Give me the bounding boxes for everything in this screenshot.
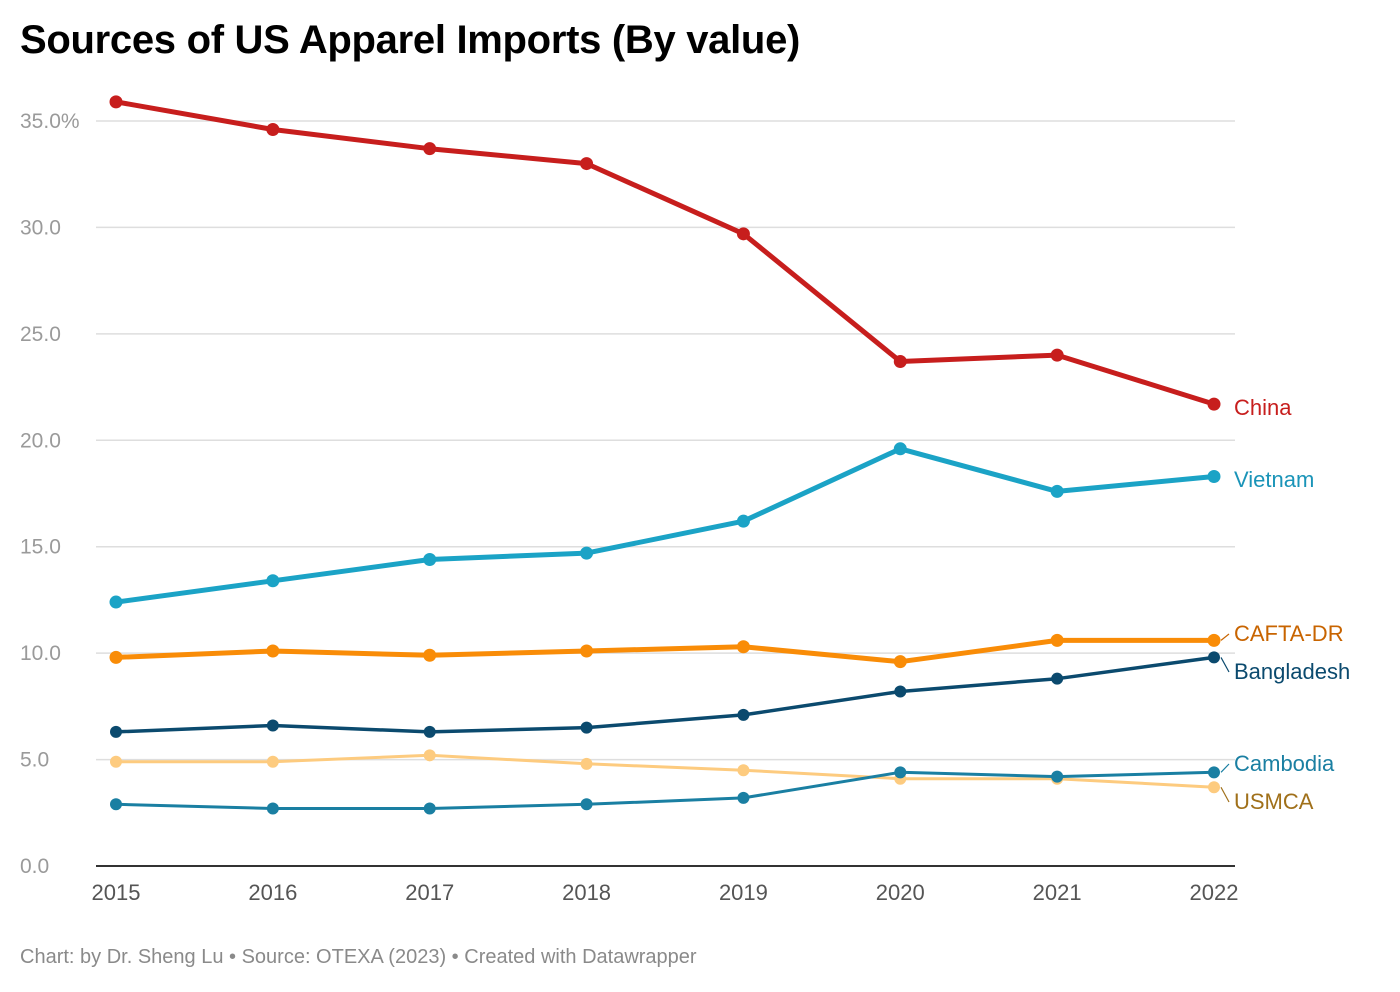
point-cafta-dr-2021 — [1050, 633, 1064, 647]
y-tick-label-6: 30.0 — [20, 216, 61, 239]
point-china-2022 — [1207, 397, 1221, 411]
point-china-2018 — [580, 157, 594, 171]
point-vietnam-2020 — [893, 442, 907, 456]
x-tick-label-2015: 2015 — [92, 880, 141, 905]
series-cafta-dr — [109, 633, 1221, 669]
point-cambodia-2022 — [1208, 766, 1220, 779]
leader-cambodia — [1220, 763, 1230, 773]
x-tick-label-2019: 2019 — [719, 880, 768, 905]
point-china-2020 — [893, 355, 907, 369]
line-cafta-dr — [113, 637, 1217, 665]
x-tick-label-2017: 2017 — [405, 880, 454, 905]
point-usmca-2017 — [423, 749, 436, 762]
series-end-labels: China Vietnam CAFTA-DR Bangladesh USMCA Cambo… — [1220, 395, 1350, 814]
point-vietnam-2022 — [1207, 469, 1221, 483]
point-usmca-2015 — [110, 755, 122, 768]
point-vietnam-2015 — [109, 595, 123, 609]
point-china-2016 — [266, 123, 280, 137]
point-cambodia-2021 — [1051, 770, 1064, 783]
point-cafta-dr-2018 — [580, 644, 594, 658]
chart-title: Sources of US Apparel Imports (By value) — [20, 18, 801, 62]
point-china-2019 — [736, 227, 750, 241]
point-cafta-dr-2016 — [266, 644, 280, 658]
x-tick-label-2016: 2016 — [248, 880, 297, 905]
point-bangladesh-2015 — [110, 725, 122, 738]
y-tick-label-0: 0.0 — [20, 855, 49, 878]
line-usmca — [114, 753, 1216, 789]
line-cambodia — [114, 770, 1216, 810]
point-cambodia-2020 — [894, 766, 907, 779]
point-cambodia-2016 — [266, 802, 279, 815]
series-lines — [109, 95, 1221, 815]
point-cambodia-2015 — [110, 798, 122, 811]
point-cambodia-2017 — [423, 802, 436, 815]
y-tick-label-7: 35.0% — [20, 110, 80, 133]
label-usmca: USMCA — [1234, 789, 1314, 814]
footer-tool: Created with Datawrapper — [464, 946, 697, 968]
y-tick-label-4: 20.0 — [20, 429, 61, 452]
point-bangladesh-2020 — [894, 685, 907, 698]
point-bangladesh-2018 — [580, 721, 593, 734]
y-axis-tick-labels: 0.0 5.0 10.0 15.0 20.0 25.0 30.0 35.0% — [20, 110, 80, 878]
point-cafta-dr-2019 — [736, 640, 750, 654]
point-usmca-2016 — [266, 755, 279, 768]
chart-footer: Chart: by Dr. Sheng Lu • Source: OTEXA (… — [20, 946, 697, 969]
footer-source: Source: OTEXA (2023) — [241, 946, 447, 968]
series-bangladesh — [110, 651, 1220, 738]
x-tick-label-2021: 2021 — [1033, 880, 1082, 905]
label-bangladesh: Bangladesh — [1234, 659, 1350, 684]
series-usmca — [110, 749, 1220, 794]
point-china-2021 — [1050, 348, 1064, 362]
point-usmca-2019 — [737, 764, 750, 777]
point-cafta-dr-2022 — [1207, 633, 1221, 647]
series-china — [109, 95, 1221, 411]
label-china: China — [1234, 395, 1292, 420]
leader-bangladesh — [1220, 657, 1230, 673]
point-bangladesh-2021 — [1051, 672, 1064, 685]
series-cambodia — [110, 766, 1220, 815]
point-bangladesh-2022 — [1208, 651, 1220, 664]
point-cafta-dr-2015 — [109, 650, 123, 664]
series-vietnam — [109, 442, 1221, 609]
point-vietnam-2018 — [580, 546, 594, 560]
leader-cafta-dr — [1220, 633, 1230, 641]
point-cafta-dr-2017 — [423, 648, 437, 662]
footer-credit: Chart: by Dr. Sheng Lu — [20, 946, 224, 968]
label-cambodia: Cambodia — [1234, 751, 1335, 776]
point-cambodia-2018 — [580, 798, 593, 811]
point-vietnam-2019 — [736, 514, 750, 528]
point-vietnam-2016 — [266, 574, 280, 588]
point-usmca-2018 — [580, 757, 593, 770]
point-bangladesh-2019 — [737, 708, 750, 721]
point-usmca-2022 — [1208, 781, 1220, 794]
leader-usmca — [1220, 786, 1230, 803]
gridlines — [96, 120, 1235, 761]
footer-separator-2: • — [446, 946, 465, 968]
line-china — [113, 99, 1217, 407]
line-vietnam — [113, 446, 1217, 605]
y-tick-label-3: 15.0 — [20, 536, 61, 559]
label-cafta-dr: CAFTA-DR — [1234, 621, 1344, 646]
point-vietnam-2021 — [1050, 484, 1064, 498]
footer-separator-1: • — [223, 946, 242, 968]
point-vietnam-2017 — [423, 552, 437, 566]
y-tick-label-5: 25.0 — [20, 323, 61, 346]
x-tick-label-2020: 2020 — [876, 880, 925, 905]
point-china-2017 — [423, 142, 437, 156]
y-tick-label-2: 10.0 — [20, 642, 61, 665]
point-cafta-dr-2020 — [893, 655, 907, 669]
point-bangladesh-2016 — [266, 719, 279, 732]
point-cambodia-2019 — [737, 791, 750, 804]
x-tick-label-2018: 2018 — [562, 880, 611, 905]
y-tick-label-1: 5.0 — [20, 749, 49, 772]
point-bangladesh-2017 — [423, 725, 436, 738]
label-vietnam: Vietnam — [1234, 467, 1314, 492]
x-tick-label-2022: 2022 — [1190, 880, 1239, 905]
point-china-2015 — [109, 95, 123, 109]
line-bangladesh — [114, 655, 1216, 734]
x-axis: 2015 2016 2017 2018 2019 2020 2021 2022 — [92, 865, 1239, 905]
